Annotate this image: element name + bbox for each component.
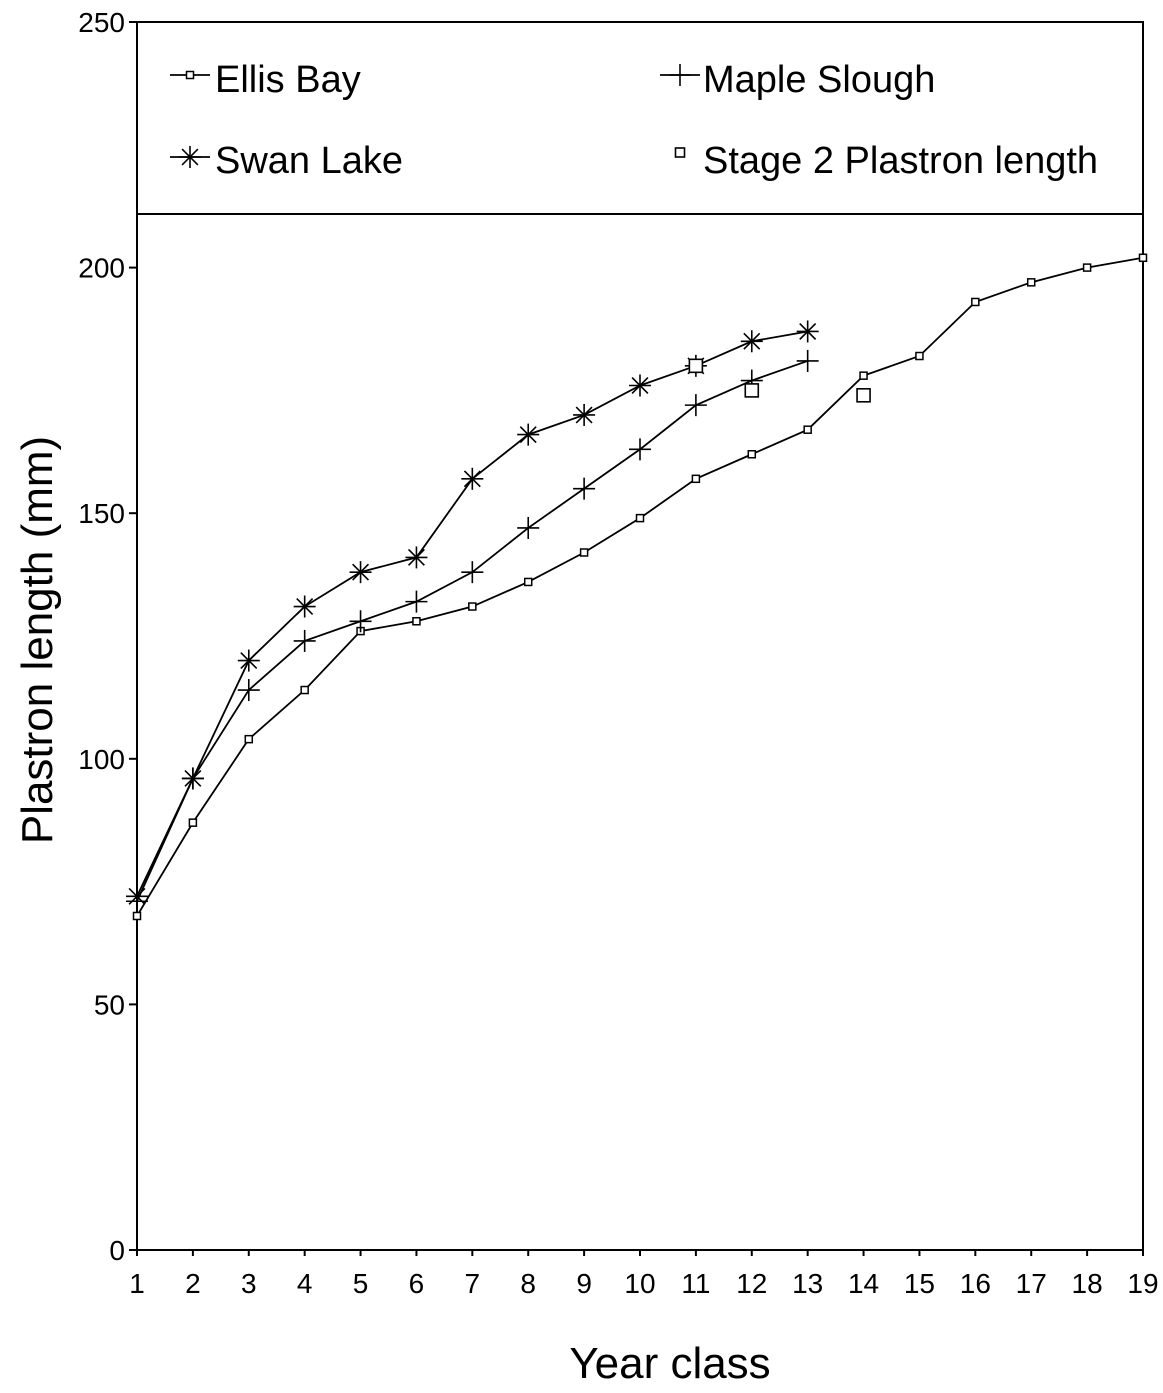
data-point-ellis-bay — [579, 548, 589, 557]
legend-label: Stage 2 Plastron length — [703, 140, 1098, 182]
data-point-swan-lake — [349, 561, 372, 584]
data-point-maple-slough — [517, 516, 540, 539]
x-tick-label: 12 — [736, 1268, 767, 1299]
series-line-maple-slough — [136, 360, 808, 902]
series-line-ellis-bay — [136, 256, 1144, 917]
y-axis-title: Plastron length (mm) — [13, 436, 62, 844]
x-tick-label: 15 — [904, 1268, 935, 1299]
y-tick-label: 200 — [78, 253, 125, 284]
data-point-ellis-bay — [188, 818, 198, 827]
data-point-stage-2-plastron-length — [744, 383, 760, 398]
data-point-swan-lake — [293, 595, 316, 618]
data-point-ellis-bay — [1026, 278, 1036, 287]
data-point-ellis-bay — [971, 297, 980, 307]
data-point-swan-lake — [126, 885, 148, 908]
data-point-stage-2-plastron-length — [688, 358, 704, 374]
x-tick-label: 1 — [129, 1268, 145, 1299]
data-point-ellis-bay — [859, 371, 868, 380]
legend-item-stage-2-plastron-length: Stage 2 Plastron length — [674, 140, 1098, 182]
x-tick-label: 8 — [520, 1268, 536, 1299]
data-point-maple-slough — [629, 438, 651, 461]
data-point-swan-lake — [573, 403, 596, 426]
data-point-ellis-bay — [132, 911, 142, 921]
legend-item-ellis-bay: Ellis Bay — [170, 59, 361, 101]
legend-label: Maple Slough — [703, 59, 935, 101]
series-maple-slough — [126, 349, 819, 913]
x-tick-label: 3 — [241, 1268, 257, 1299]
x-tick-label: 14 — [848, 1268, 879, 1299]
y-tick-label: 0 — [109, 1235, 125, 1266]
series-layer — [126, 253, 1148, 921]
x-tick-label: 17 — [1016, 1268, 1047, 1299]
data-point-swan-lake — [517, 423, 540, 446]
x-tick-label: 11 — [681, 1268, 710, 1299]
data-point-swan-lake — [237, 649, 260, 672]
x-tick-label: 13 — [792, 1268, 823, 1299]
x-tick-label: 16 — [960, 1268, 991, 1299]
data-point-ellis-bay — [803, 425, 812, 434]
data-point-stage-2-plastron-length — [856, 388, 871, 403]
data-point-ellis-bay — [635, 513, 645, 523]
legend-symbol-swan-lake — [179, 146, 201, 168]
data-point-maple-slough — [237, 679, 260, 702]
legend-item-maple-slough: Maple Slough — [660, 59, 935, 101]
series-ellis-bay — [132, 253, 1148, 921]
x-tick-label: 7 — [465, 1268, 481, 1299]
y-tick-label: 50 — [94, 989, 125, 1020]
data-point-swan-lake — [629, 374, 651, 397]
series-swan-lake — [126, 320, 819, 908]
legend-symbol-maple-slough — [669, 64, 691, 86]
series-stage-2-plastron-length — [688, 358, 871, 403]
legend-label: Ellis Bay — [215, 59, 361, 101]
data-point-maple-slough — [684, 394, 707, 417]
series-line-swan-lake — [136, 330, 808, 897]
data-point-ellis-bay — [1082, 263, 1092, 272]
x-tick-label: 2 — [185, 1268, 201, 1299]
data-point-maple-slough — [573, 477, 596, 500]
data-point-maple-slough — [461, 561, 484, 584]
x-tick-label: 18 — [1072, 1268, 1103, 1299]
data-point-ellis-bay — [691, 474, 701, 484]
data-point-ellis-bay — [300, 685, 309, 695]
y-tick-label: 250 — [78, 7, 125, 38]
x-tick-label: 4 — [297, 1268, 313, 1299]
data-point-swan-lake — [461, 467, 484, 490]
x-tick-label: 5 — [353, 1268, 369, 1299]
x-axis-title: Year class — [569, 1339, 770, 1388]
data-point-maple-slough — [293, 629, 316, 652]
data-point-swan-lake — [405, 546, 428, 569]
data-point-ellis-bay — [523, 577, 533, 587]
data-point-ellis-bay — [915, 351, 924, 361]
x-tick-label: 9 — [576, 1268, 592, 1299]
data-point-swan-lake — [740, 330, 763, 353]
data-point-ellis-bay — [1138, 253, 1148, 263]
data-point-ellis-bay — [244, 734, 254, 744]
data-point-ellis-bay — [412, 617, 421, 626]
x-tick-label: 10 — [624, 1268, 655, 1299]
data-point-swan-lake — [796, 320, 819, 343]
legend-symbol-stage-2-plastron-length — [674, 147, 686, 158]
x-tick-label: 19 — [1127, 1268, 1158, 1299]
y-tick-label: 150 — [78, 498, 125, 529]
data-point-ellis-bay — [747, 450, 757, 459]
data-point-maple-slough — [349, 610, 372, 633]
legend-label: Swan Lake — [215, 140, 403, 182]
data-point-swan-lake — [181, 767, 204, 790]
data-point-maple-slough — [405, 590, 428, 613]
data-point-maple-slough — [796, 349, 819, 372]
x-tick-label: 6 — [409, 1268, 425, 1299]
legend-item-swan-lake: Swan Lake — [170, 140, 403, 182]
legend-symbol-ellis-bay — [185, 70, 195, 80]
plot-frame — [136, 21, 1144, 1251]
data-point-ellis-bay — [468, 602, 477, 611]
legend: Ellis Bay Maple Slough Swan Lake Stage 2 Pl… — [170, 59, 1098, 182]
y-tick-label: 100 — [78, 744, 125, 775]
